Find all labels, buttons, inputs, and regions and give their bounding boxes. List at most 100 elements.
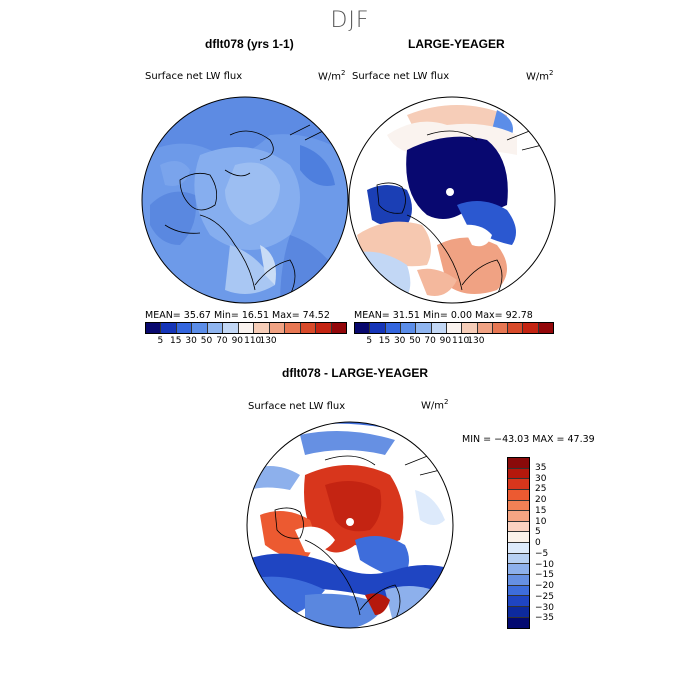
tick-label: 50	[409, 336, 421, 346]
colorbar-cell	[508, 585, 529, 597]
tick-label: 15	[170, 336, 182, 346]
colorbar-cell	[508, 564, 529, 576]
obs-stats: MEAN= 31.51 Min= 0.00 Max= 92.78	[354, 310, 533, 321]
model-units-base: W/m	[318, 71, 341, 83]
tick-label: 0	[535, 538, 541, 548]
colorbar-cell	[285, 323, 301, 333]
diff-polar-map	[246, 421, 454, 629]
tick-label: 90	[439, 336, 452, 346]
colorbar-cell	[508, 575, 529, 586]
colorbar-cell	[331, 323, 347, 333]
colorbar-cell	[477, 323, 493, 333]
tick-label: 110	[244, 336, 262, 346]
season-title: DJF	[330, 8, 370, 33]
colorbar-cell	[538, 323, 554, 333]
tick-label: 110	[452, 336, 470, 346]
colorbar-cell	[192, 323, 208, 333]
colorbar-cell	[223, 323, 239, 333]
tick-label: −20	[535, 581, 554, 591]
colorbar-cell	[300, 323, 317, 333]
colorbar-cell	[355, 323, 371, 333]
diff-units-exp: 2	[444, 398, 449, 406]
tick-label: 30	[535, 473, 547, 484]
colorbar-cell	[492, 323, 509, 333]
tick-label: 5	[535, 527, 541, 538]
colorbar-cell	[370, 323, 386, 333]
colorbar-cell	[400, 323, 417, 333]
tick-label: 35	[535, 462, 547, 473]
colorbar-cell	[508, 323, 524, 333]
tick-label: 130	[259, 336, 277, 346]
colorbar-cell	[416, 323, 432, 333]
obs-colorbar	[354, 322, 554, 334]
colorbar-cell	[446, 323, 463, 333]
colorbar-cell	[508, 532, 529, 544]
diff-colorbar	[507, 457, 530, 630]
colorbar-cell	[508, 543, 529, 554]
colorbar-cell	[161, 323, 177, 333]
tick-label: −15	[535, 570, 554, 581]
colorbar-cell	[508, 489, 529, 501]
colorbar-cell	[508, 553, 529, 565]
diff-panel-title: dflt078 - LARGE-YEAGER	[282, 366, 429, 380]
colorbar-cell	[146, 323, 162, 333]
diff-colorbar-ticks: 35 30 25 20 15 10 5 0 −5 −10 −15 −20 −25…	[535, 457, 575, 629]
obs-panel-title: LARGE-YEAGER	[408, 37, 505, 51]
obs-variable-label: Surface net LW flux	[352, 71, 450, 82]
tick-label: 130	[467, 336, 485, 346]
tick-label: 25	[535, 484, 547, 495]
model-panel-title: dflt078 (yrs 1-1)	[205, 37, 294, 51]
diff-stats: MIN = −43.03 MAX = 47.39	[462, 434, 595, 445]
colorbar-cell	[523, 323, 539, 333]
model-polar-map	[141, 96, 349, 304]
colorbar-cell	[238, 323, 255, 333]
model-colorbar	[145, 322, 347, 334]
model-units-exp: 2	[341, 69, 346, 77]
tick-label: 50	[200, 336, 213, 346]
colorbar-cell	[508, 596, 529, 607]
tick-label: 90	[231, 336, 244, 346]
tick-label: 30	[185, 336, 197, 346]
tick-label: −5	[535, 548, 549, 559]
tick-label: −25	[535, 591, 554, 602]
tick-label: −35	[535, 613, 554, 624]
tick-label: 5	[366, 336, 373, 346]
colorbar-cell	[269, 323, 286, 333]
colorbar-cell	[508, 606, 529, 618]
colorbar-cell	[176, 323, 193, 333]
colorbar-cell	[508, 511, 529, 522]
tick-label: 30	[393, 336, 406, 346]
tick-label: 15	[378, 336, 391, 346]
obs-units-exp: 2	[549, 69, 554, 77]
obs-units: W/m2	[526, 69, 553, 82]
obs-units-base: W/m	[526, 71, 549, 83]
colorbar-cell	[508, 617, 529, 629]
model-units: W/m2	[318, 69, 345, 82]
model-variable-label: Surface net LW flux	[145, 71, 243, 82]
model-colorbar-ticks: 5 15 30 50 70 90 110 130	[145, 336, 345, 348]
diff-units: W/m2	[421, 398, 448, 411]
colorbar-cell	[254, 323, 270, 333]
diff-units-base: W/m	[421, 400, 444, 412]
tick-label: −10	[535, 559, 554, 570]
colorbar-cell	[508, 521, 529, 533]
tick-label: 70	[216, 336, 228, 346]
colorbar-cell	[316, 323, 332, 333]
tick-label: −30	[535, 602, 554, 613]
diff-variable-label: Surface net LW flux	[248, 401, 346, 412]
tick-label: 10	[535, 516, 547, 527]
colorbar-cell	[508, 479, 529, 490]
tick-label: 5	[157, 336, 164, 346]
colorbar-cell	[462, 323, 478, 333]
colorbar-cell	[207, 323, 224, 333]
colorbar-cell	[508, 458, 529, 469]
colorbar-cell	[508, 468, 529, 480]
obs-colorbar-ticks: 5 15 30 50 70 90 110 130	[354, 336, 552, 348]
tick-label: 20	[535, 495, 547, 505]
colorbar-cell	[431, 323, 447, 333]
tick-label: 70	[424, 336, 436, 346]
colorbar-cell	[508, 500, 529, 512]
colorbar-cell	[385, 323, 401, 333]
tick-label: 15	[535, 505, 547, 516]
model-stats: MEAN= 35.67 Min= 16.51 Max= 74.52	[145, 310, 330, 321]
